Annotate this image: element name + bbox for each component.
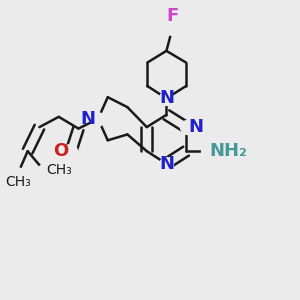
Text: NH₂: NH₂: [210, 142, 248, 160]
Text: N: N: [81, 110, 96, 128]
Text: N: N: [188, 118, 203, 136]
Text: O: O: [53, 142, 69, 160]
Text: N: N: [159, 89, 174, 107]
Text: N: N: [159, 155, 174, 173]
Text: CH₃: CH₃: [5, 176, 31, 190]
Text: CH₃: CH₃: [46, 163, 72, 177]
Text: F: F: [166, 7, 178, 25]
